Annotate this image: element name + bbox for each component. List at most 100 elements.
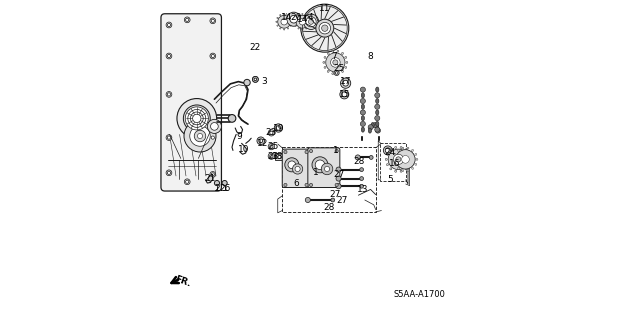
Circle shape: [296, 15, 308, 28]
Circle shape: [254, 78, 257, 81]
Circle shape: [395, 170, 397, 172]
Circle shape: [316, 19, 334, 37]
Circle shape: [290, 17, 291, 19]
Circle shape: [287, 28, 289, 29]
Circle shape: [396, 157, 401, 162]
Circle shape: [407, 147, 409, 149]
Text: 28: 28: [353, 157, 365, 166]
Ellipse shape: [376, 87, 379, 92]
FancyBboxPatch shape: [161, 14, 221, 191]
Ellipse shape: [361, 93, 365, 98]
Circle shape: [166, 22, 172, 28]
Circle shape: [186, 18, 189, 21]
Circle shape: [244, 79, 250, 86]
Circle shape: [408, 153, 410, 155]
Circle shape: [308, 19, 314, 24]
Circle shape: [168, 54, 170, 58]
Circle shape: [278, 15, 291, 28]
Circle shape: [308, 17, 310, 19]
Circle shape: [276, 21, 277, 22]
Circle shape: [385, 158, 387, 160]
Circle shape: [295, 166, 300, 172]
Circle shape: [324, 56, 326, 58]
Text: 25: 25: [267, 142, 278, 151]
Circle shape: [342, 52, 344, 54]
Circle shape: [336, 184, 341, 189]
Circle shape: [184, 105, 210, 132]
Circle shape: [368, 124, 373, 130]
Text: 1: 1: [314, 168, 319, 177]
Text: 27: 27: [333, 170, 344, 179]
Circle shape: [210, 172, 216, 177]
Circle shape: [336, 167, 341, 172]
Text: 24: 24: [384, 148, 396, 157]
Circle shape: [292, 164, 303, 174]
Circle shape: [372, 123, 378, 128]
Text: 17: 17: [340, 77, 351, 86]
Circle shape: [197, 133, 202, 139]
Bar: [275, 153, 282, 160]
Text: 14: 14: [281, 13, 292, 22]
Circle shape: [308, 25, 310, 26]
Circle shape: [270, 131, 273, 134]
Circle shape: [315, 160, 325, 170]
Circle shape: [214, 180, 220, 186]
Circle shape: [355, 155, 360, 160]
Circle shape: [400, 147, 402, 148]
Text: 18: 18: [272, 152, 284, 161]
Circle shape: [385, 148, 390, 153]
Circle shape: [345, 56, 347, 58]
Text: 2: 2: [214, 184, 220, 193]
Circle shape: [360, 168, 364, 172]
Circle shape: [222, 180, 227, 186]
Circle shape: [319, 22, 331, 34]
Circle shape: [195, 130, 206, 142]
Text: 10: 10: [238, 145, 250, 154]
Circle shape: [400, 170, 402, 172]
Circle shape: [191, 112, 204, 125]
Circle shape: [387, 153, 388, 155]
Ellipse shape: [376, 99, 379, 104]
Circle shape: [306, 14, 307, 16]
Circle shape: [184, 179, 190, 185]
Circle shape: [375, 128, 380, 133]
Circle shape: [394, 153, 396, 155]
Circle shape: [375, 116, 380, 121]
Circle shape: [337, 73, 339, 75]
Circle shape: [395, 147, 397, 148]
FancyBboxPatch shape: [308, 148, 340, 188]
Circle shape: [277, 25, 278, 26]
Text: 16: 16: [388, 159, 400, 168]
Circle shape: [345, 67, 347, 68]
Circle shape: [177, 99, 216, 138]
Circle shape: [287, 14, 289, 16]
Text: 14: 14: [298, 15, 308, 24]
Circle shape: [306, 28, 307, 29]
Circle shape: [310, 21, 311, 22]
Circle shape: [166, 135, 172, 140]
Circle shape: [415, 153, 417, 155]
Circle shape: [322, 25, 328, 31]
Circle shape: [312, 157, 328, 173]
Circle shape: [295, 17, 296, 19]
Circle shape: [228, 115, 236, 122]
Circle shape: [211, 123, 218, 130]
Circle shape: [210, 53, 216, 59]
Circle shape: [188, 109, 206, 127]
Circle shape: [360, 110, 365, 115]
Text: 6: 6: [293, 179, 299, 188]
Circle shape: [166, 53, 172, 59]
Circle shape: [323, 61, 325, 63]
Text: S5AA-A1700: S5AA-A1700: [394, 290, 445, 299]
Circle shape: [276, 154, 281, 159]
Text: 23: 23: [267, 152, 278, 161]
Circle shape: [360, 184, 364, 188]
Ellipse shape: [376, 124, 379, 130]
Circle shape: [390, 168, 392, 170]
Circle shape: [253, 76, 259, 82]
Circle shape: [288, 161, 296, 169]
Circle shape: [375, 93, 380, 98]
Circle shape: [207, 119, 221, 133]
Circle shape: [168, 171, 170, 174]
Circle shape: [268, 153, 275, 159]
